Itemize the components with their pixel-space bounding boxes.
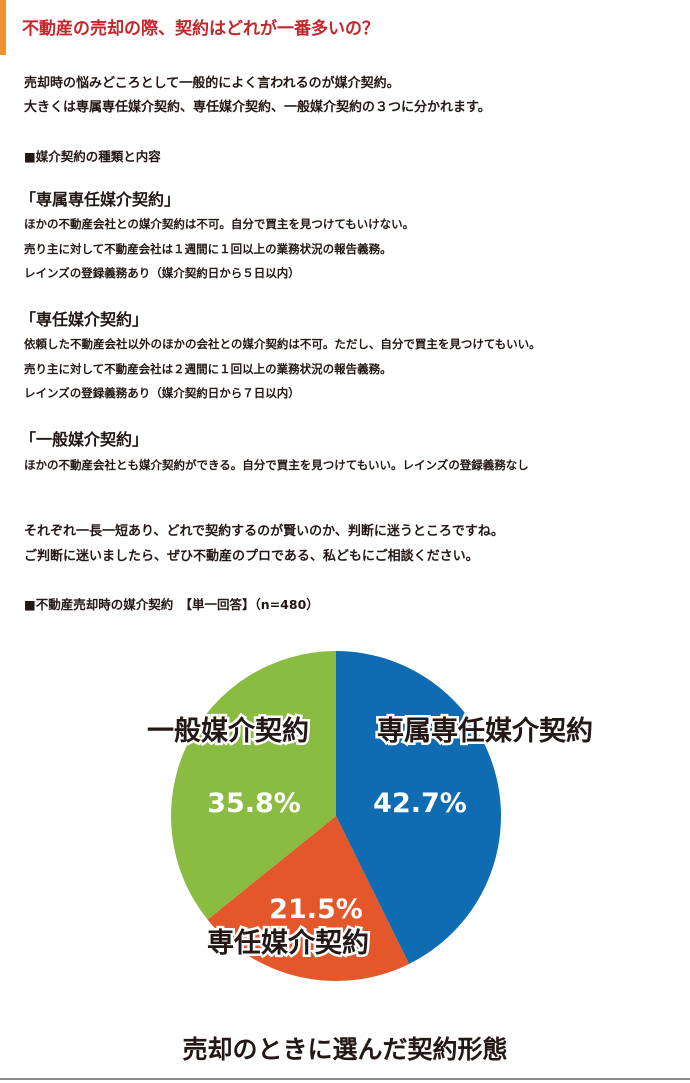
pie-chart: 42.7% 専属専任媒介契約 21.5%専任媒介契約 35.8% 一般媒介契約: [145, 651, 596, 981]
pie-percent-label: 35.8%: [207, 788, 301, 819]
contract-line: レインズの登録義務あり（媒介契約日から５日以内）: [24, 266, 300, 280]
pie-category-label: 一般媒介契約: [147, 715, 309, 747]
contract-line: ほかの不動産会社とも媒介契約ができる。自分で買主を見つけてもいい。レインズの登録…: [24, 458, 529, 472]
pie-slice: [207, 816, 410, 981]
contract-line: 売り主に対して不動産会社は２週間に１回以上の業務状況の報告義務。: [24, 362, 392, 376]
title-accent-bar: [0, 0, 6, 55]
contract-heading: 「専属専任媒介契約」: [20, 190, 181, 209]
contract-line: レインズの登録義務あり（媒介契約日から７日以内）: [24, 386, 300, 400]
contract-heading: 「専任媒介契約」: [20, 310, 149, 329]
closing-line: それぞれ一長一短あり、どれで契約するのが賢いのか、判断に迷うところですね。: [24, 524, 504, 539]
contract-heading: 「一般媒介契約」: [20, 430, 149, 449]
pie-slice: [336, 651, 502, 964]
intro-line: 売却時の悩みどころとして一般的によく言われるのが媒介契約。: [24, 76, 400, 91]
pie-category-label: 専属専任媒介契約: [377, 715, 593, 747]
page-title: 不動産の売却の際、契約はどれが一番多いの？: [22, 19, 379, 39]
contract-line: 売り主に対して不動産会社は１週間に１回以上の業務状況の報告義務。: [24, 242, 392, 256]
pie-percent-label: 21.5%: [269, 894, 363, 925]
contract-line: ほかの不動産会社との媒介契約は不可。自分で買主を見つけてもいけない。: [24, 217, 415, 231]
pie-slice: [170, 651, 336, 920]
divider: [0, 1078, 690, 1080]
pie-category-label: 専任媒介契約: [207, 927, 369, 959]
contract-line: 依頼した不動産会社以外のほかの会社との媒介契約は不可。ただし、自分で買主を見つけ…: [24, 337, 541, 351]
intro-line: 大きくは専属専任媒介契約、専任媒介契約、一般媒介契約の３つに分かれます。: [24, 100, 491, 115]
closing-line: ご判断に迷いましたら、ぜひ不動産のプロである、私どもにご相談ください。: [24, 549, 479, 564]
chart-title: 売却のときに選んだ契約形態: [182, 1035, 508, 1064]
chart-heading: ■不動産売却時の媒介契約 【単一回答】（n=480）: [24, 597, 319, 612]
pie-percent-label: 42.7%: [373, 788, 467, 819]
section-heading: ■媒介契約の種類と内容: [24, 149, 161, 164]
